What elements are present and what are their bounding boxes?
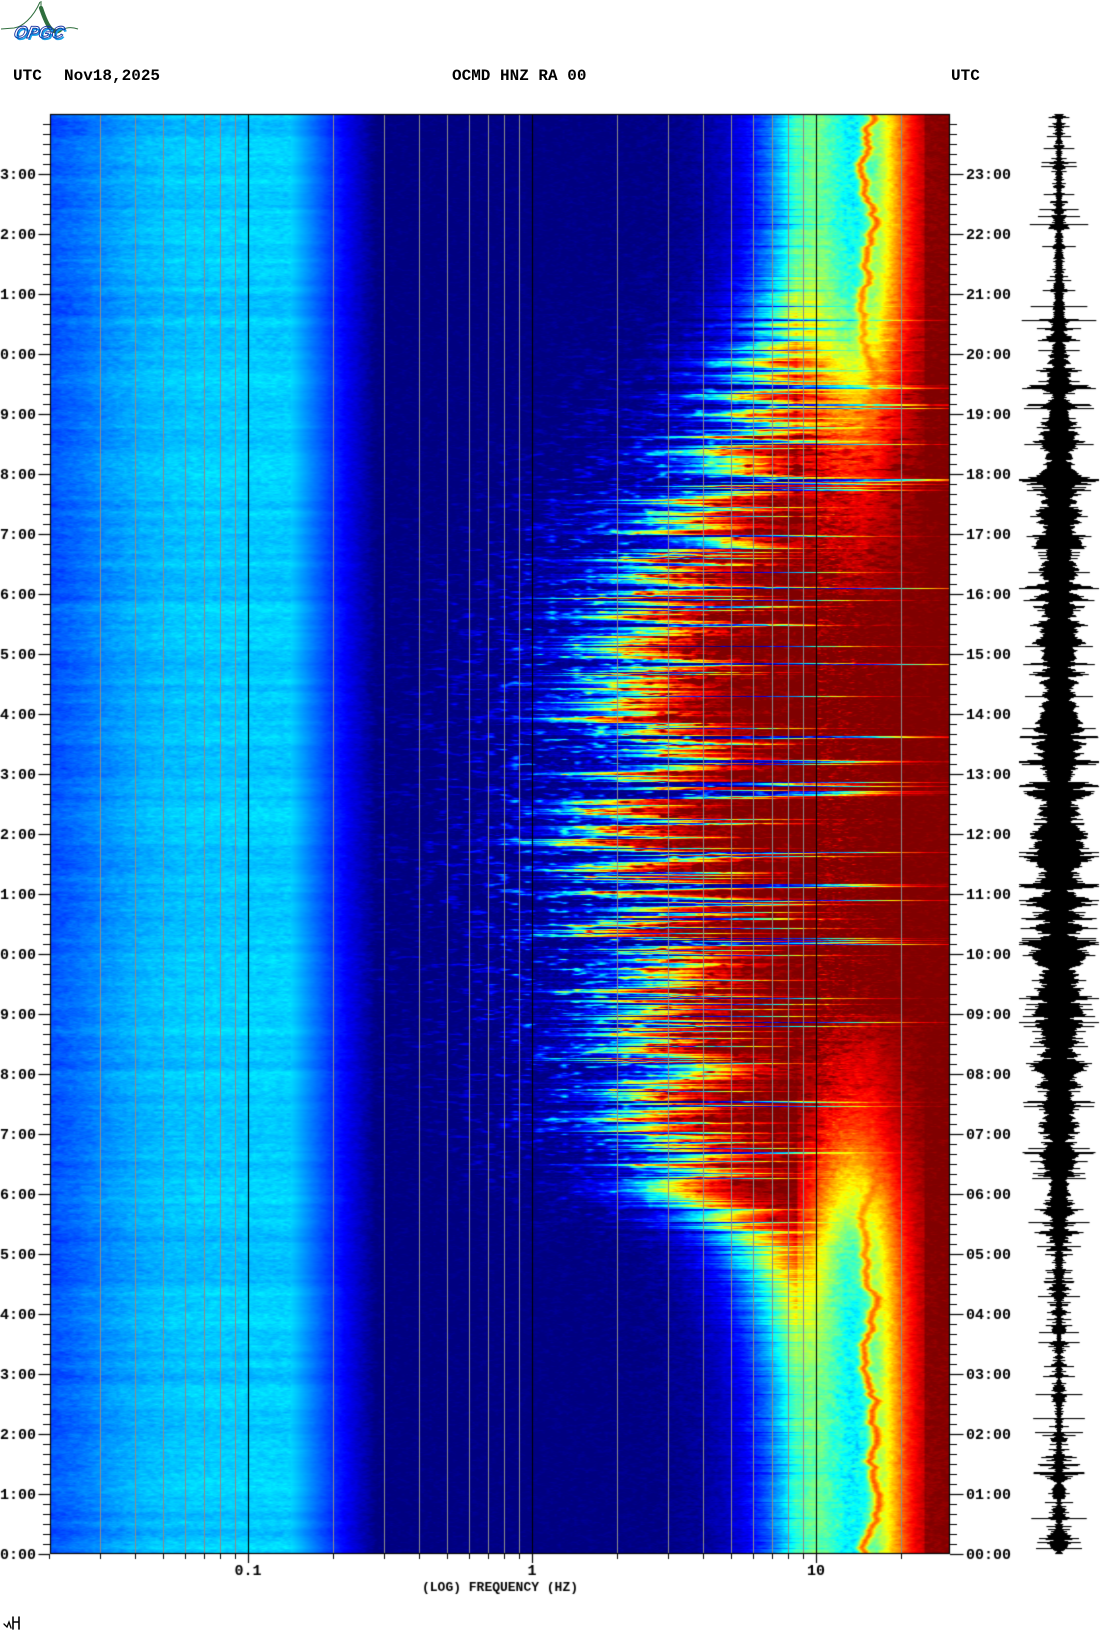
svg-text:OPGC: OPGC: [12, 22, 67, 42]
